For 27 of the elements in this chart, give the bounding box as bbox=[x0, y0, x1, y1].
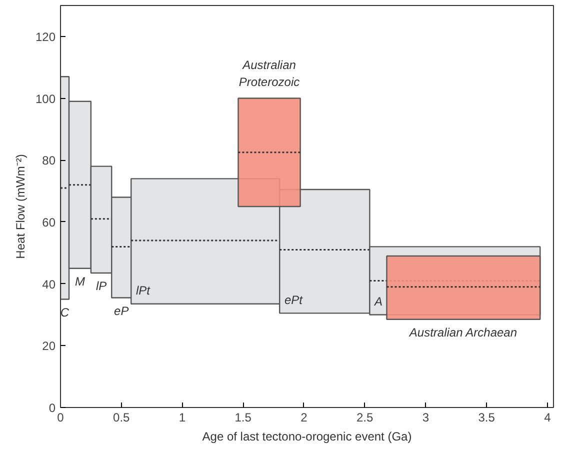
x-tick-label: 2.5 bbox=[356, 410, 374, 424]
annotation: lP bbox=[96, 279, 107, 294]
annotation: lPt bbox=[136, 284, 151, 298]
x-tick-label: 1 bbox=[178, 410, 186, 424]
x-axis-title: Age of last tectono-orogenic event (Ga) bbox=[202, 430, 412, 444]
x-tick-label: 0 bbox=[57, 410, 64, 424]
y-tick-label: 120 bbox=[35, 30, 56, 44]
annotation: Australian Proterozoic bbox=[238, 58, 300, 89]
y-tick-label: 60 bbox=[42, 215, 56, 230]
y-tick-label: 20 bbox=[42, 339, 56, 354]
y-tick-label: 0 bbox=[48, 401, 56, 415]
y-tick-label: 100 bbox=[35, 92, 56, 106]
y-tick-label: 80 bbox=[42, 154, 56, 168]
annotation: Australian Archaean bbox=[408, 326, 518, 340]
annotation: eP bbox=[114, 304, 129, 318]
y-tick-label: 40 bbox=[42, 277, 56, 292]
x-tick-label: 3.5 bbox=[478, 410, 496, 424]
x-tick-label: 1.5 bbox=[234, 410, 252, 424]
x-tick-label: 4 bbox=[544, 410, 552, 424]
x-tick-label: 0.5 bbox=[113, 410, 130, 424]
annotation: ePt bbox=[284, 293, 304, 307]
annotation: M bbox=[74, 274, 85, 289]
y-axis-title: Heat Flow (mWm⁻²) bbox=[13, 154, 28, 259]
annotation: A bbox=[374, 294, 383, 309]
x-tick-label: 2 bbox=[300, 410, 308, 424]
x-tick-label: 3 bbox=[422, 410, 430, 424]
annotation: C bbox=[60, 305, 70, 320]
